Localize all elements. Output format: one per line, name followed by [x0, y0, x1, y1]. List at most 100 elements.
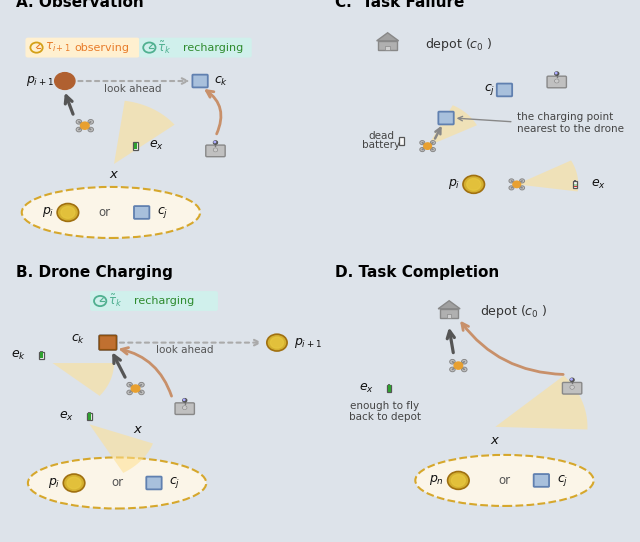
- Text: or: or: [499, 474, 511, 487]
- FancyBboxPatch shape: [175, 403, 195, 415]
- FancyBboxPatch shape: [134, 206, 149, 219]
- Circle shape: [81, 122, 89, 129]
- Text: $\tilde{\tau}_k$: $\tilde{\tau}_k$: [157, 40, 172, 56]
- FancyBboxPatch shape: [206, 145, 225, 157]
- Polygon shape: [438, 301, 460, 309]
- Circle shape: [450, 359, 455, 364]
- Text: C.  Task Failure: C. Task Failure: [335, 0, 465, 10]
- Circle shape: [570, 386, 574, 389]
- Polygon shape: [516, 160, 579, 191]
- Circle shape: [131, 385, 140, 392]
- Bar: [388, 384, 390, 385]
- FancyBboxPatch shape: [99, 335, 116, 350]
- Circle shape: [139, 383, 144, 387]
- Text: $e_x$: $e_x$: [59, 410, 74, 423]
- Text: dead: dead: [369, 131, 394, 141]
- Text: $p_{i+1}$: $p_{i+1}$: [26, 74, 54, 88]
- Circle shape: [127, 390, 132, 395]
- Text: recharging: recharging: [183, 43, 243, 53]
- Text: battery: battery: [362, 140, 401, 150]
- Text: depot ($c_0$ ): depot ($c_0$ ): [480, 304, 547, 320]
- Text: $c_j$: $c_j$: [157, 205, 168, 220]
- FancyBboxPatch shape: [90, 291, 218, 311]
- Circle shape: [461, 367, 467, 372]
- Text: or: or: [99, 206, 111, 219]
- Bar: [40, 352, 44, 359]
- FancyBboxPatch shape: [378, 41, 397, 50]
- Circle shape: [127, 383, 132, 387]
- Bar: [385, 46, 390, 50]
- Bar: [40, 351, 43, 352]
- Circle shape: [509, 186, 514, 190]
- Text: A. Observation: A. Observation: [15, 0, 143, 10]
- Circle shape: [54, 73, 75, 89]
- Circle shape: [420, 140, 425, 145]
- Circle shape: [454, 362, 463, 369]
- Circle shape: [571, 386, 573, 388]
- Bar: [447, 314, 451, 318]
- Bar: [574, 180, 577, 181]
- Text: look ahead: look ahead: [104, 83, 161, 94]
- Bar: [573, 184, 577, 186]
- Text: $\tau_{i+1}$: $\tau_{i+1}$: [45, 41, 71, 54]
- FancyBboxPatch shape: [438, 112, 454, 125]
- Circle shape: [463, 176, 484, 193]
- Text: $e_k$: $e_k$: [12, 349, 26, 362]
- Circle shape: [424, 143, 431, 149]
- Polygon shape: [377, 33, 399, 41]
- Circle shape: [555, 72, 559, 75]
- FancyBboxPatch shape: [440, 309, 458, 318]
- Circle shape: [451, 475, 465, 486]
- Text: $p_i$: $p_i$: [42, 205, 54, 220]
- Circle shape: [420, 147, 425, 152]
- Text: depot ($c_0$ ): depot ($c_0$ ): [424, 36, 492, 53]
- Bar: [88, 414, 91, 420]
- Circle shape: [61, 207, 75, 218]
- FancyBboxPatch shape: [547, 76, 566, 88]
- Text: the charging point
nearest to the drone: the charging point nearest to the drone: [516, 112, 624, 134]
- Bar: [399, 137, 404, 145]
- Text: or: or: [111, 476, 123, 489]
- Bar: [134, 141, 137, 143]
- FancyBboxPatch shape: [140, 37, 252, 57]
- Bar: [88, 412, 91, 413]
- Circle shape: [270, 337, 284, 348]
- Text: $x$: $x$: [134, 423, 144, 436]
- Text: $c_j$: $c_j$: [484, 82, 495, 98]
- Text: look ahead: look ahead: [156, 345, 214, 355]
- Text: D. Task Completion: D. Task Completion: [335, 265, 500, 280]
- Circle shape: [513, 181, 521, 188]
- Bar: [573, 181, 577, 188]
- Text: $p_i$: $p_i$: [447, 177, 460, 191]
- Circle shape: [139, 390, 144, 395]
- Circle shape: [467, 178, 481, 190]
- Circle shape: [447, 472, 469, 489]
- Bar: [573, 186, 577, 188]
- Polygon shape: [428, 105, 477, 146]
- Ellipse shape: [28, 457, 206, 508]
- Text: $\tilde{\tau}_k$: $\tilde{\tau}_k$: [108, 293, 122, 309]
- Circle shape: [183, 398, 187, 402]
- Circle shape: [431, 147, 435, 152]
- Circle shape: [571, 379, 572, 380]
- FancyBboxPatch shape: [497, 83, 512, 96]
- Text: observing: observing: [74, 43, 129, 53]
- Bar: [87, 413, 92, 420]
- Circle shape: [88, 120, 93, 124]
- Polygon shape: [495, 376, 588, 429]
- Circle shape: [57, 204, 79, 221]
- Text: B. Drone Charging: B. Drone Charging: [15, 265, 173, 280]
- Circle shape: [555, 80, 559, 82]
- Circle shape: [76, 127, 82, 132]
- Circle shape: [461, 359, 467, 364]
- Text: $x$: $x$: [490, 434, 500, 447]
- Text: enough to fly: enough to fly: [350, 402, 419, 411]
- Text: $c_k$: $c_k$: [70, 333, 84, 346]
- Circle shape: [520, 179, 525, 183]
- FancyBboxPatch shape: [534, 474, 549, 487]
- Circle shape: [556, 73, 557, 74]
- Circle shape: [183, 399, 185, 401]
- Text: $c_k$: $c_k$: [214, 74, 228, 88]
- Circle shape: [520, 186, 525, 190]
- Bar: [133, 143, 138, 150]
